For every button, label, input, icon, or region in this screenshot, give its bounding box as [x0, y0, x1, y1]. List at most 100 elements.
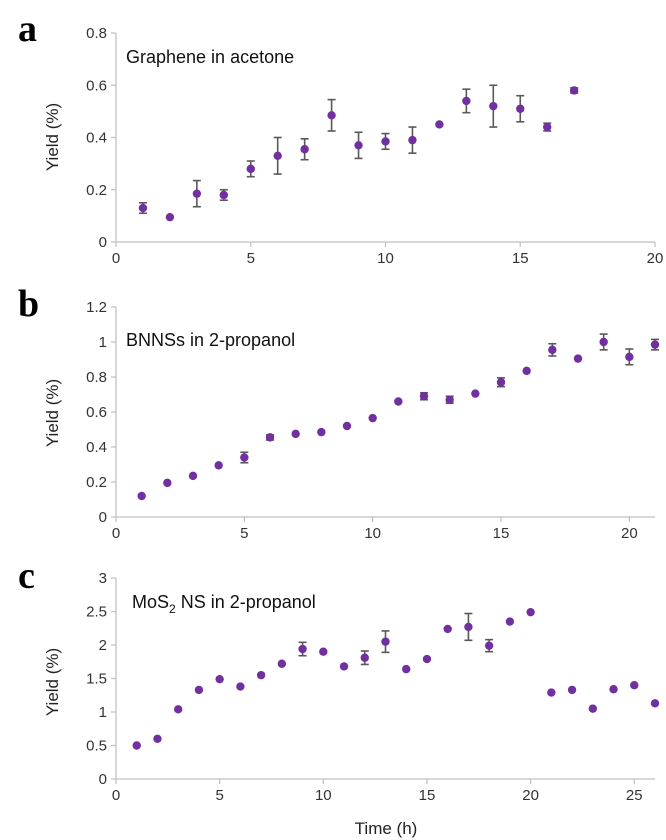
panel-c-y-tick-label: 0.5	[86, 738, 107, 755]
panel-b-data-point	[625, 352, 634, 362]
panel-a-data-point	[381, 137, 390, 146]
panel-c-y-tick-label: 1	[99, 704, 107, 721]
panel-b-data-point	[214, 461, 223, 470]
panel-c-data-point	[505, 617, 515, 626]
panel-c-x-tick-label: 5	[215, 787, 223, 804]
panel-c-title-subscript: 2	[169, 602, 176, 616]
panel-a-data-point	[273, 151, 282, 160]
panel-b-y-tick-label: 0.8	[86, 369, 107, 386]
panel-a-data-point	[138, 203, 148, 213]
panel-c-data-point	[402, 664, 411, 674]
panel-c-title: MoS2 NS in 2-propanol	[132, 592, 316, 616]
panel-b-data-point	[188, 471, 198, 481]
panel-b-y-tick-label: 0.4	[86, 439, 107, 456]
panel-b-y-tick-label: 0.2	[86, 474, 107, 491]
panel-c-data-point	[464, 622, 473, 632]
panel-c-data-point	[588, 704, 598, 713]
panel-letter-b: b	[18, 283, 39, 325]
panel-a-data-point	[192, 189, 202, 198]
panel-b-title: BNNSs in 2-propanol	[126, 330, 295, 350]
panel-c-data-point	[547, 688, 556, 697]
panel-c-data-point	[215, 674, 224, 684]
panel-c-xlabel: Time (h)	[355, 819, 418, 838]
panel-a-y-tick-label: 0	[99, 234, 107, 251]
panel-c: c MoS2 NS in 2-propanol Yield (%) Time (…	[18, 555, 660, 838]
panel-a-x-tick-label: 10	[377, 250, 394, 267]
panel-b-data-point	[265, 433, 275, 442]
panel-c-data-point	[277, 659, 287, 668]
panel-c-data-point	[236, 682, 245, 691]
panel-c-x-tick-label: 0	[112, 787, 120, 804]
panel-c-y-tick-label: 3	[99, 570, 107, 587]
panel-b-x-tick-label: 5	[240, 525, 248, 542]
panel-c-y-tick-label: 0	[99, 771, 107, 788]
panel-c-data-point	[256, 670, 266, 680]
panel-c-data-point	[319, 647, 328, 656]
panel-b-data-point	[496, 378, 506, 387]
panel-b-data-point	[240, 453, 249, 462]
panel-a-y-tick-label: 0.2	[86, 182, 107, 199]
panel-a-y-tick-label: 0.8	[86, 25, 107, 42]
panel-c-y-tick-label: 2.5	[86, 604, 107, 621]
panel-b-data-point	[522, 366, 531, 376]
panel-a-y-tick-label: 0.4	[86, 130, 107, 147]
panel-b-data-point	[471, 389, 480, 398]
panel-a-x-tick-label: 15	[512, 250, 529, 267]
panel-a-data-point	[327, 111, 336, 120]
panel-b-x-tick-label: 15	[493, 525, 510, 542]
panel-b-y-tick-label: 0.6	[86, 404, 107, 421]
panel-a-data-point	[354, 141, 363, 150]
panel-letter-c: c	[18, 555, 35, 597]
panel-b-data-point	[650, 340, 660, 349]
panel-a-title: Graphene in acetone	[126, 47, 294, 67]
panel-c-data-point	[194, 685, 204, 695]
panel-b-data-point	[368, 413, 377, 423]
panel-c-x-tick-label: 10	[315, 787, 332, 804]
panel-c-data-point	[567, 685, 577, 695]
panel-c-data-point	[650, 699, 660, 708]
panel-c-data-point	[173, 705, 183, 714]
panel-b-data-point	[394, 397, 403, 406]
panel-c-y-tick-label: 2	[99, 637, 107, 654]
panel-c-data-point	[381, 637, 390, 646]
panel-c-data-point	[153, 734, 162, 743]
panel-a-data-point	[516, 104, 525, 113]
panel-b-data-point	[317, 427, 326, 437]
panel-b: b BNNSs in 2-propanol Yield (%) 0 5 10 15 20…	[18, 283, 660, 542]
panel-c-y-tick-label: 1.5	[86, 671, 107, 688]
panel-c-x-tick-label: 20	[522, 787, 539, 804]
panel-b-x-tick-label: 20	[621, 525, 638, 542]
panel-a-plot: 0 5 10 15 20 0 0.2 0.4 0.6 0.8	[86, 25, 663, 267]
panel-a-data-point	[300, 145, 309, 154]
panel-c-data-point	[132, 741, 141, 750]
panel-b-x-tick-label: 10	[364, 525, 381, 542]
panel-a-data-point	[246, 164, 255, 174]
panel-c-data-point	[360, 653, 369, 662]
panel-c-data-point	[443, 624, 452, 634]
panel-c-plot: 0 5 10 15 20 25 0 0.5 1 1.5 2 2.5 3	[86, 570, 660, 804]
panel-b-y-tick-label: 1	[99, 334, 107, 351]
panel-b-ylabel: Yield (%)	[43, 379, 62, 447]
panel-c-title-suffix: NS in 2-propanol	[176, 592, 316, 612]
panel-b-plot: 0 5 10 15 20 0 0.2 0.4 0.6 0.8 1 1.2	[86, 299, 660, 542]
panel-b-data-point	[573, 354, 583, 363]
panel-b-x-tick-label: 0	[112, 525, 120, 542]
panel-c-ylabel: Yield (%)	[43, 648, 62, 716]
panel-c-data-point	[526, 607, 535, 617]
panel-a-data-point	[408, 135, 417, 145]
panel-b-y-tick-label: 0	[99, 509, 107, 526]
panel-c-x-tick-label: 25	[626, 787, 643, 804]
panel-a-ylabel: Yield (%)	[43, 103, 62, 171]
panel-b-y-tick-label: 1.2	[86, 299, 107, 316]
panel-a-x-tick-label: 20	[647, 250, 664, 267]
panel-c-data-point	[422, 654, 432, 664]
panel-a-data-point	[165, 212, 175, 222]
panel-c-data-point	[609, 685, 618, 694]
panel-c-data-point	[339, 662, 349, 671]
panel-b-data-point	[342, 421, 352, 431]
panel-a-data-point	[543, 122, 552, 132]
panel-b-data-point	[163, 478, 172, 488]
panel-b-data-point	[291, 429, 300, 439]
panel-a-data-point	[462, 96, 471, 106]
